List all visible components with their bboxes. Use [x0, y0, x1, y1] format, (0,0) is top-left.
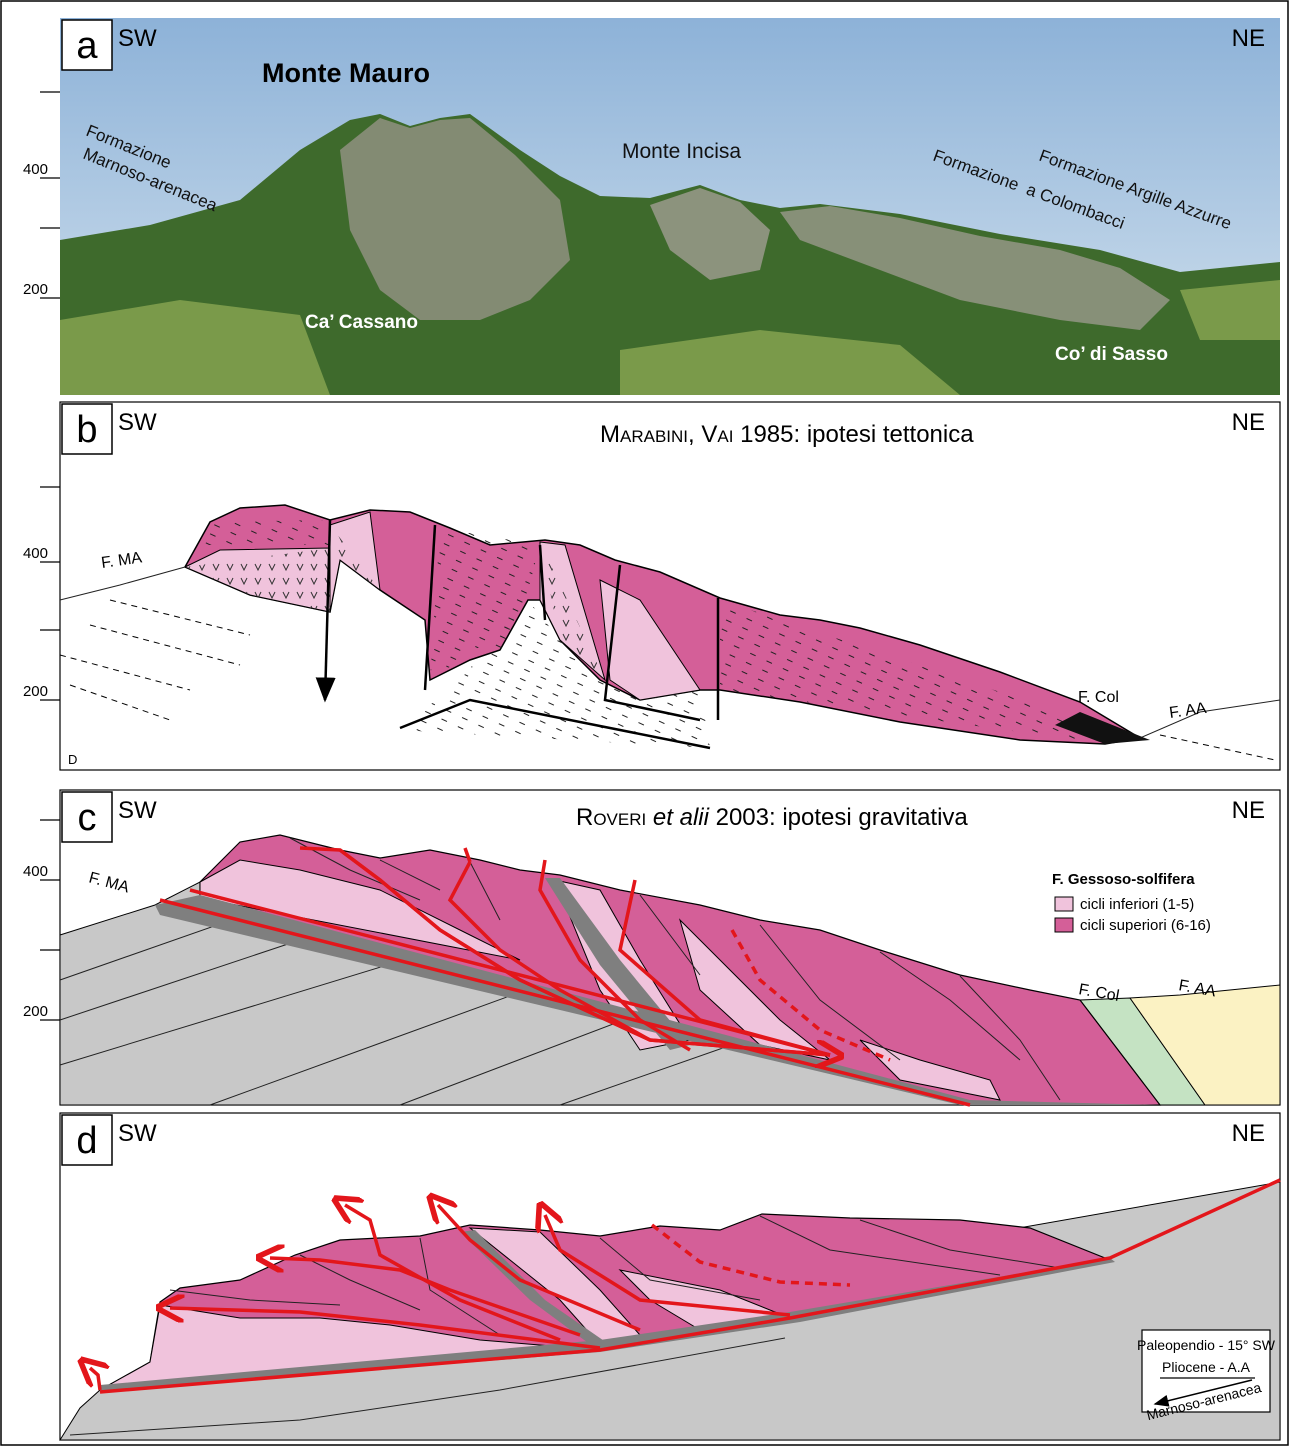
- legend-item: cicli inferiori (1-5): [1080, 896, 1194, 913]
- panel-letter: c: [78, 797, 97, 839]
- label: D: [68, 752, 77, 767]
- direction-right: NE: [1232, 25, 1265, 52]
- legend-item: cicli superiori (6-16): [1080, 917, 1211, 934]
- panel-letter: b: [76, 409, 97, 451]
- scale-label: 400: [23, 863, 48, 880]
- scale-label: 200: [23, 1003, 48, 1020]
- panel-b: b SW NE Marabini, Vai 1985: ipotesi tett…: [23, 402, 1280, 770]
- direction-right: NE: [1232, 409, 1265, 436]
- scale-ticks: [40, 487, 60, 700]
- direction-left: SW: [118, 797, 157, 824]
- label: Co’ di Sasso: [1055, 344, 1168, 365]
- text-part: 1985: ipotesi tettonica: [733, 421, 974, 448]
- direction-left: SW: [118, 25, 157, 52]
- scale-ticks: [40, 820, 60, 1020]
- direction-right: NE: [1232, 1120, 1265, 1147]
- legend-swatch: [1055, 897, 1073, 911]
- legend-swatch: [1055, 918, 1073, 932]
- direction-left: SW: [118, 1120, 157, 1147]
- text-part: et alii: [653, 804, 710, 831]
- panel-c: c SW NE Roveri et alii 2003: ipotesi gra…: [23, 790, 1280, 1105]
- scale-label: 400: [23, 161, 48, 178]
- box-label: Pliocene - A.A: [1162, 1359, 1251, 1375]
- panel-letter: d: [76, 1120, 97, 1162]
- panel-letter: a: [76, 25, 98, 67]
- scale-label: 200: [23, 683, 48, 700]
- label: F. Col: [1078, 689, 1119, 706]
- panel-a: a SW NE Monte Mauro Formazione Marnoso-a…: [23, 18, 1280, 395]
- scale-ticks: [40, 92, 60, 298]
- text-part: Marabini, Vai: [600, 421, 733, 448]
- figure: a SW NE Monte Mauro Formazione Marnoso-a…: [0, 0, 1290, 1447]
- panel-title: Marabini, Vai 1985: ipotesi tettonica: [600, 421, 974, 448]
- direction-left: SW: [118, 409, 157, 436]
- text-part: 2003: ipotesi gravitativa: [709, 804, 968, 831]
- label: Ca’ Cassano: [305, 312, 418, 333]
- panel-title: Roveri et alii 2003: ipotesi gravitativa: [576, 804, 968, 831]
- text-part: Roveri: [576, 804, 653, 831]
- label: Monte Mauro: [262, 58, 430, 88]
- scale-label: 400: [23, 545, 48, 562]
- box-label: Paleopendio - 15° SW: [1137, 1337, 1276, 1353]
- direction-right: NE: [1232, 797, 1265, 824]
- panel-d: d SW NE Paleopendio - 15° SW Pliocene - …: [60, 1113, 1280, 1440]
- scale-label: 200: [23, 281, 48, 298]
- label: Monte Incisa: [622, 140, 741, 163]
- legend-title: F. Gessoso-solfifera: [1052, 871, 1195, 888]
